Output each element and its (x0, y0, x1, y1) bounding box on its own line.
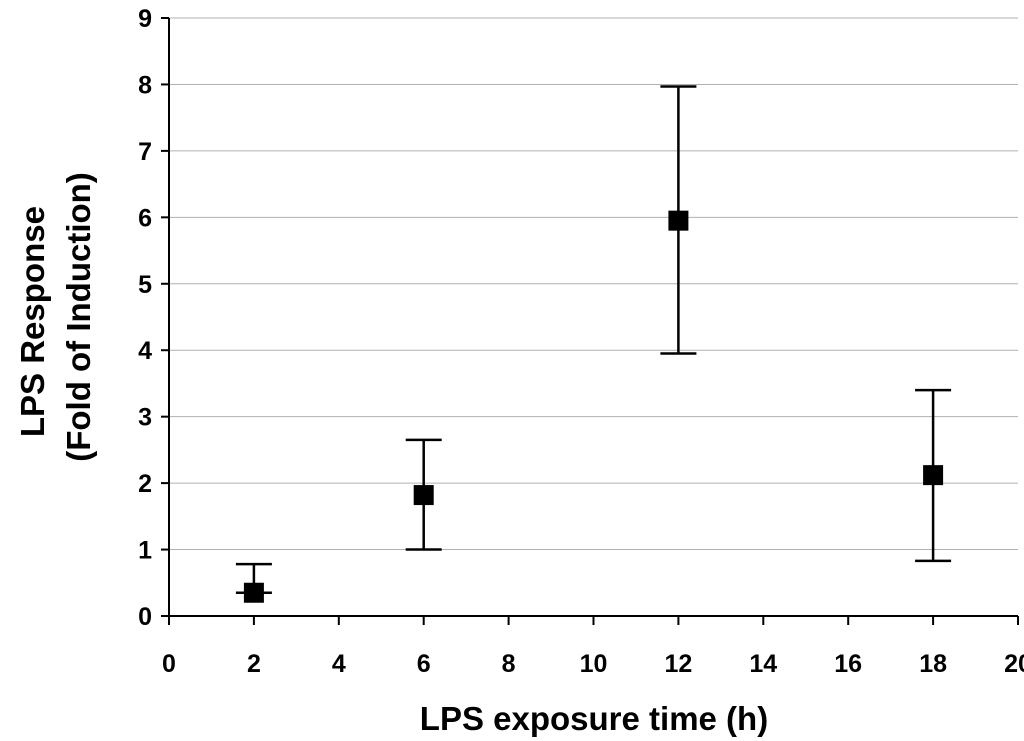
y-tick-label-7: 7 (138, 138, 152, 166)
y-tick-label-0: 0 (138, 603, 152, 631)
y-axis-title-line-1: LPS Response (14, 206, 51, 437)
x-tick-label-16: 16 (834, 650, 862, 678)
y-axis-ticks: 0 1 2 3 4 5 6 7 8 9 (138, 5, 169, 631)
x-tick-label-20: 20 (1004, 650, 1024, 678)
data-point-group-4 (915, 388, 952, 563)
y-tick-label-8: 8 (138, 71, 152, 99)
grid-lines (169, 17, 1018, 551)
x-tick-label-2: 2 (247, 650, 261, 678)
y-axis-title-line-2: (Fold of Induction) (60, 172, 97, 462)
y-tick-label-3: 3 (138, 404, 152, 432)
x-tick-label-12: 12 (664, 650, 692, 678)
data-point-1 (243, 582, 264, 603)
data-point-3 (668, 210, 689, 231)
x-tick-label-4: 4 (332, 650, 346, 678)
x-tick-label-18: 18 (919, 650, 947, 678)
data-series (235, 85, 952, 603)
x-tick-label-0: 0 (162, 650, 176, 678)
x-tick-label-8: 8 (502, 650, 516, 678)
x-tick-label-6: 6 (417, 650, 431, 678)
data-point-group-2 (405, 438, 442, 551)
y-tick-label-9: 9 (138, 5, 152, 33)
data-point-2 (413, 485, 434, 506)
y-tick-label-1: 1 (138, 537, 152, 565)
y-axis-title: LPS Response (Fold of Induction) (14, 172, 97, 462)
y-tick-label-4: 4 (138, 337, 152, 365)
x-axis-ticks: 0 2 4 6 8 10 12 14 16 18 20 (162, 616, 1024, 678)
axes (168, 18, 1018, 617)
data-point-group-1 (235, 562, 272, 603)
y-tick-label-6: 6 (138, 204, 152, 232)
data-point-4 (923, 465, 944, 486)
data-point-group-3 (660, 85, 697, 355)
x-tick-label-10: 10 (580, 650, 608, 678)
x-axis-title: LPS exposure time (h) (420, 700, 768, 737)
y-tick-label-5: 5 (138, 271, 152, 299)
x-tick-label-14: 14 (749, 650, 777, 678)
y-tick-label-2: 2 (138, 470, 152, 498)
